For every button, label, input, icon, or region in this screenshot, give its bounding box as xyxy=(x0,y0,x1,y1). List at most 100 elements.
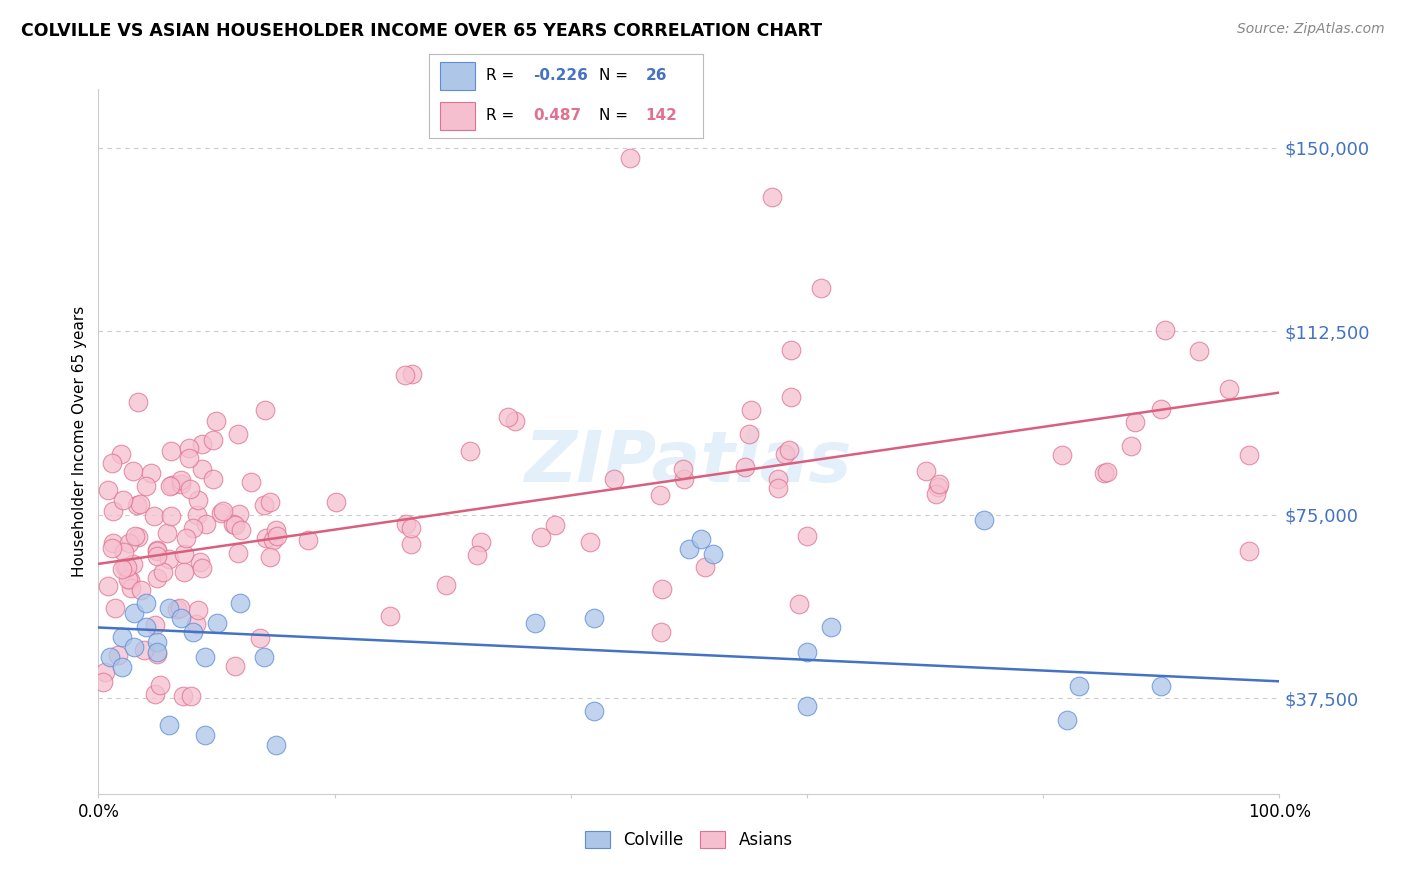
Text: -0.226: -0.226 xyxy=(533,68,588,83)
Point xyxy=(228,507,250,521)
Point xyxy=(378,609,401,624)
Point xyxy=(740,403,762,417)
Point xyxy=(578,535,600,549)
Point xyxy=(173,547,195,561)
Point xyxy=(159,479,181,493)
Point xyxy=(650,624,672,639)
Point xyxy=(1237,449,1260,463)
Point xyxy=(1150,679,1173,693)
Point xyxy=(394,368,416,382)
Point xyxy=(254,531,277,545)
Point xyxy=(160,478,183,492)
Point xyxy=(325,494,347,508)
Point xyxy=(465,548,488,562)
Point xyxy=(820,620,842,634)
Point xyxy=(91,674,114,689)
Point xyxy=(112,492,135,507)
Point xyxy=(129,497,152,511)
Point xyxy=(689,533,711,547)
Text: COLVILLE VS ASIAN HOUSEHOLDER INCOME OVER 65 YEARS CORRELATION CHART: COLVILLE VS ASIAN HOUSEHOLDER INCOME OVE… xyxy=(21,22,823,40)
Point xyxy=(186,603,208,617)
Point xyxy=(191,561,214,575)
Point xyxy=(297,533,319,547)
Point xyxy=(131,583,153,598)
Point xyxy=(101,541,124,555)
Point xyxy=(107,648,129,662)
Point xyxy=(160,444,183,458)
Point xyxy=(399,537,422,551)
Point xyxy=(146,549,169,563)
Text: R =: R = xyxy=(486,108,520,123)
Point xyxy=(1150,402,1173,417)
Point xyxy=(651,582,673,597)
Point xyxy=(1154,322,1177,336)
Point xyxy=(810,280,832,294)
Point xyxy=(120,573,142,587)
Point xyxy=(693,560,716,574)
Point xyxy=(187,493,209,508)
Point xyxy=(115,559,138,574)
Point xyxy=(194,728,217,742)
Point xyxy=(125,498,148,512)
Point xyxy=(766,472,789,486)
FancyBboxPatch shape xyxy=(440,102,475,130)
Point xyxy=(101,456,124,470)
Point xyxy=(458,443,481,458)
Point xyxy=(259,494,281,508)
Point xyxy=(212,504,235,518)
Point xyxy=(146,571,169,585)
Y-axis label: Householder Income Over 65 years: Householder Income Over 65 years xyxy=(72,306,87,577)
Legend: Colville, Asians: Colville, Asians xyxy=(578,824,800,856)
Point xyxy=(229,523,252,537)
Point xyxy=(498,409,520,424)
Point xyxy=(180,689,202,703)
Point xyxy=(773,447,796,461)
Point xyxy=(170,610,193,624)
Point xyxy=(205,414,228,428)
Point xyxy=(1218,382,1240,396)
Text: 0.487: 0.487 xyxy=(533,108,581,123)
Point xyxy=(135,596,157,610)
Point xyxy=(648,488,671,502)
Point xyxy=(157,718,180,732)
Point xyxy=(266,529,288,543)
Point xyxy=(103,504,125,518)
Point xyxy=(583,610,606,624)
Point xyxy=(925,487,948,501)
Point xyxy=(142,508,165,523)
Text: R =: R = xyxy=(486,68,520,83)
Point xyxy=(186,508,208,522)
Point xyxy=(156,525,179,540)
Point xyxy=(122,606,145,620)
Point xyxy=(253,649,276,664)
Point xyxy=(761,190,783,204)
Point xyxy=(157,551,180,566)
Point xyxy=(239,475,262,489)
Point xyxy=(394,516,416,531)
Point xyxy=(97,483,120,497)
Point xyxy=(226,546,249,560)
Point xyxy=(226,427,249,442)
Point xyxy=(122,464,145,478)
Point xyxy=(973,513,995,527)
Point xyxy=(188,555,211,569)
Point xyxy=(174,532,197,546)
Point xyxy=(111,659,134,673)
Point xyxy=(524,615,547,630)
Point xyxy=(179,482,201,496)
Point xyxy=(229,596,252,610)
Point xyxy=(98,649,121,664)
Point xyxy=(177,441,200,455)
Point xyxy=(530,530,553,544)
Point xyxy=(544,517,567,532)
Point xyxy=(224,659,246,673)
Point xyxy=(184,616,207,631)
Point xyxy=(101,535,124,549)
Point xyxy=(202,433,225,447)
Point xyxy=(135,479,157,493)
Point xyxy=(141,467,163,481)
Point xyxy=(111,562,134,576)
Point xyxy=(1050,448,1073,462)
Point xyxy=(1119,439,1142,453)
Point xyxy=(778,442,800,457)
